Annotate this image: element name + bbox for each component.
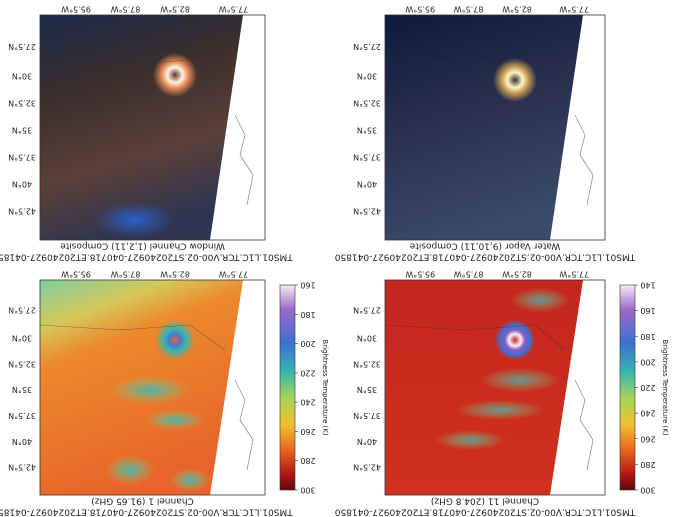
cloud-blob bbox=[105, 455, 155, 485]
colorbar bbox=[620, 285, 635, 490]
lat-label: 42.5°N bbox=[353, 206, 381, 215]
panel-subtitle: Channel 1 (91.65 GHz) bbox=[91, 496, 194, 506]
cloud-blob bbox=[110, 376, 190, 404]
lat-label: 30°N bbox=[12, 71, 32, 80]
lat-label: 32.5°N bbox=[353, 98, 381, 107]
hurricane bbox=[153, 53, 197, 97]
lat-label: 32.5°N bbox=[8, 359, 36, 368]
lat-label: 27.5°N bbox=[8, 42, 36, 51]
cloud-blob bbox=[145, 410, 205, 430]
lat-label: 37.5°N bbox=[8, 152, 36, 161]
lon-label: 82.5°W bbox=[160, 5, 190, 14]
colorbar-tick-label: 280 bbox=[300, 456, 315, 465]
colorbar-tick-label: 260 bbox=[640, 434, 655, 443]
lat-label: 42.5°N bbox=[8, 463, 36, 472]
colorbar-tick-label: 260 bbox=[300, 427, 315, 436]
cloud-blob bbox=[95, 202, 175, 238]
lon-label: 82.5°W bbox=[160, 270, 190, 279]
hurricane bbox=[495, 320, 535, 360]
lon-label: 77.5°W bbox=[559, 5, 589, 14]
panel-title: TMS01.L1C.TCR.V00-02.ST20240927-040718.E… bbox=[334, 507, 636, 517]
colorbar-tick-label: 220 bbox=[640, 383, 655, 392]
panel-subtitle: Channel 11 (204.8 GHz) bbox=[431, 496, 539, 506]
colorbar-tick-label: 180 bbox=[640, 332, 655, 341]
lat-label: 30°N bbox=[357, 334, 377, 343]
lat-label: 35°N bbox=[357, 125, 377, 134]
colorbar-tick-label: 200 bbox=[300, 339, 315, 348]
lon-label: 77.5°W bbox=[559, 270, 589, 279]
figure: 95.5°W 87.5°W 82.5°W 77.5°W 27.5°N 30°N 32.5°N… bbox=[0, 0, 673, 517]
colorbar-tick-label: 300 bbox=[640, 486, 655, 495]
lat-label: 35°N bbox=[12, 385, 32, 394]
lon-label: 87.5°W bbox=[111, 5, 141, 14]
colorbar-tick-label: 240 bbox=[300, 398, 315, 407]
colorbar-tick-label: 180 bbox=[300, 310, 315, 319]
lat-label: 35°N bbox=[12, 125, 32, 134]
lon-label: 95.5°W bbox=[405, 270, 435, 279]
colorbar-tick-label: 140 bbox=[640, 281, 655, 290]
lat-label: 37.5°N bbox=[353, 152, 381, 161]
lat-label: 30°N bbox=[357, 71, 377, 80]
colorbar-label: Brightness Temperature (K) bbox=[661, 339, 669, 435]
lat-label: 32.5°N bbox=[8, 98, 36, 107]
colorbar-tick-label: 280 bbox=[640, 460, 655, 469]
colorbar-tick-label: 200 bbox=[640, 357, 655, 366]
panel-title: TMS01.L1C.TCR.V00-02.ST20240927-040718.E… bbox=[0, 252, 294, 262]
lon-label: 82.5°W bbox=[502, 5, 532, 14]
lon-label: 82.5°W bbox=[502, 270, 532, 279]
lat-label: 40°N bbox=[12, 179, 32, 188]
cloud-blob bbox=[170, 468, 210, 492]
lat-label: 27.5°N bbox=[353, 306, 381, 315]
lat-label: 40°N bbox=[357, 437, 377, 446]
colorbar bbox=[280, 285, 295, 490]
lat-label: 27.5°N bbox=[8, 306, 36, 315]
colorbar-tick-label: 300 bbox=[300, 486, 315, 495]
map-panel bbox=[385, 15, 605, 240]
lon-label: 77.5°W bbox=[219, 5, 249, 14]
lat-label: 27.5°N bbox=[353, 42, 381, 51]
map-panel bbox=[385, 280, 605, 495]
panel-title: TMS01.L1C.TCR.V00-02.ST20240927-040718.E… bbox=[334, 252, 636, 262]
lat-label: 42.5°N bbox=[8, 206, 36, 215]
panel-title: TMS01.L1C.TCR.V00-02.ST20240927-040718.E… bbox=[0, 507, 294, 517]
lat-label: 40°N bbox=[357, 179, 377, 188]
lon-label: 77.5°W bbox=[219, 270, 249, 279]
lat-label: 42.5°N bbox=[353, 463, 381, 472]
lat-label: 32.5°N bbox=[353, 359, 381, 368]
lat-label: 37.5°N bbox=[8, 411, 36, 420]
cloud-blob bbox=[455, 400, 545, 420]
lon-label: 87.5°W bbox=[111, 270, 141, 279]
map-panel bbox=[40, 280, 265, 495]
lon-label: 95.5°W bbox=[61, 5, 91, 14]
lon-label: 87.5°W bbox=[454, 5, 484, 14]
lat-label: 40°N bbox=[12, 437, 32, 446]
colorbar-tick-label: 240 bbox=[640, 409, 655, 418]
colorbar-tick-label: 160 bbox=[640, 306, 655, 315]
colorbar-tick-label: 160 bbox=[300, 281, 315, 290]
lat-label: 37.5°N bbox=[353, 411, 381, 420]
lon-label: 95.5°W bbox=[61, 270, 91, 279]
lon-label: 95.5°W bbox=[405, 5, 435, 14]
hurricane bbox=[493, 58, 537, 102]
lat-label: 35°N bbox=[357, 385, 377, 394]
lon-label: 87.5°W bbox=[454, 270, 484, 279]
map-panel bbox=[40, 15, 265, 240]
cloud-blob bbox=[510, 288, 570, 312]
colorbar-label: Brightness Temperature (K) bbox=[321, 339, 329, 435]
panel-subtitle: Window Channel (1,2,11) Composite bbox=[60, 241, 225, 251]
cloud-blob bbox=[435, 430, 505, 450]
cloud-blob bbox=[480, 368, 560, 392]
colorbar-tick-label: 220 bbox=[300, 368, 315, 377]
panel-subtitle: Water Vapor (9,10,11) Composite bbox=[409, 241, 560, 251]
lat-label: 30°N bbox=[12, 334, 32, 343]
